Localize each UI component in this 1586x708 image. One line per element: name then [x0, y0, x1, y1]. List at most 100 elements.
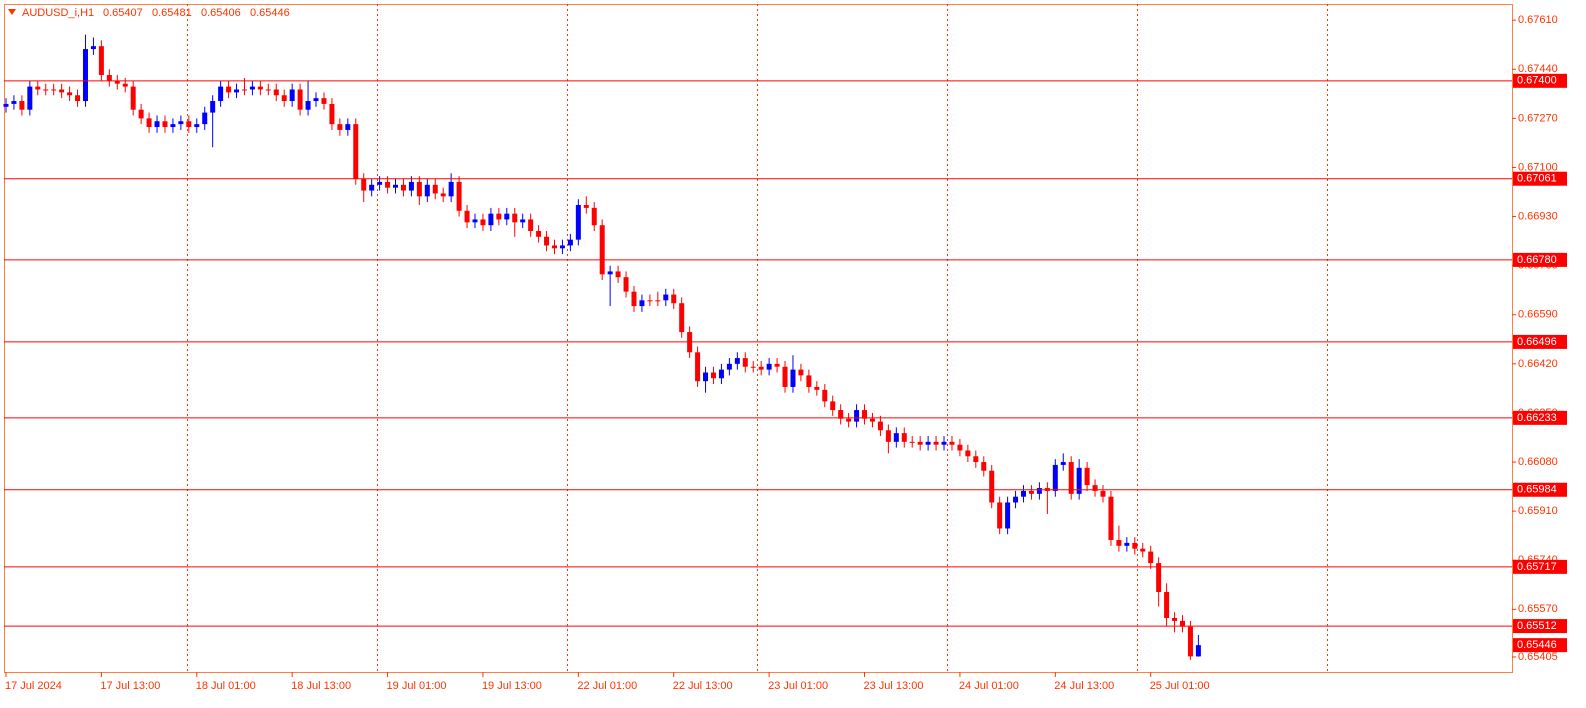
- candle-body: [1195, 645, 1201, 657]
- candle-body: [202, 112, 208, 125]
- candle-body: [623, 277, 629, 292]
- candle-body: [989, 470, 995, 503]
- candle-body: [313, 98, 319, 102]
- candle-body: [59, 89, 65, 93]
- candle-body: [98, 46, 104, 76]
- candle-body: [917, 441, 923, 445]
- candle-body: [941, 441, 947, 445]
- candle-body: [67, 92, 73, 96]
- y-tick-label: 0.67100: [1518, 161, 1558, 173]
- candle-body: [194, 124, 200, 128]
- candle-body: [337, 124, 343, 130]
- ohlc-close: 0.65446: [250, 7, 290, 19]
- x-tick-label: 24 Jul 13:00: [1054, 680, 1114, 692]
- y-tick-label: 0.65570: [1518, 603, 1558, 615]
- candle-body: [536, 230, 542, 237]
- candle-body: [1092, 485, 1098, 491]
- candle-body: [1132, 542, 1138, 549]
- last-price-label: 0.65446: [1517, 639, 1557, 651]
- candle-body: [377, 181, 383, 185]
- candle-body: [559, 245, 565, 249]
- y-tick-label: 0.66420: [1518, 358, 1558, 370]
- y-tick-label: 0.66930: [1518, 210, 1558, 222]
- candle-body: [138, 109, 144, 119]
- x-tick-label: 17 Jul 13:00: [100, 680, 160, 692]
- collapse-arrow[interactable]: [8, 9, 16, 15]
- y-tick-label: 0.66590: [1518, 309, 1558, 321]
- candle-body: [1172, 617, 1178, 621]
- candle-body: [170, 124, 176, 128]
- candle-body: [567, 239, 573, 246]
- x-tick-label: 23 Jul 13:00: [864, 680, 924, 692]
- candle-body: [520, 219, 526, 223]
- last-price-box: [1513, 638, 1567, 653]
- candle-body: [551, 245, 557, 249]
- candle-body: [1164, 592, 1170, 618]
- candle-body: [408, 181, 414, 191]
- candle-body: [1052, 464, 1058, 491]
- candle-body: [862, 410, 868, 419]
- candle-body: [273, 89, 279, 96]
- candle-body: [1124, 542, 1130, 546]
- x-tick-label: 23 Jul 01:00: [768, 680, 828, 692]
- candle-body: [583, 205, 589, 208]
- candle-body: [456, 181, 462, 211]
- candle-body: [440, 193, 446, 197]
- candle-body: [901, 433, 907, 442]
- candle-body: [639, 300, 645, 307]
- candle-body: [957, 444, 963, 451]
- candle-body: [1005, 502, 1011, 529]
- candle-body: [3, 103, 9, 107]
- candle-body: [1013, 496, 1019, 503]
- candle-body: [1021, 490, 1027, 497]
- candle-body: [671, 294, 677, 304]
- candle-body: [710, 372, 716, 379]
- x-tick-label: 22 Jul 13:00: [673, 680, 733, 692]
- x-tick-label: 17 Jul 2024: [5, 680, 62, 692]
- candle-body: [885, 430, 891, 442]
- candle-body: [575, 205, 581, 240]
- candle-body: [965, 450, 971, 457]
- ohlc-high: 0.65481: [152, 7, 192, 19]
- x-tick-label: 19 Jul 01:00: [387, 680, 447, 692]
- y-tick-label: 0.65910: [1518, 505, 1558, 517]
- candle-body: [1187, 626, 1193, 657]
- candle-body: [607, 271, 613, 275]
- candle-body: [265, 89, 271, 91]
- candle-body: [973, 456, 979, 463]
- level-label-box: [1513, 410, 1567, 425]
- candle-body: [385, 181, 391, 188]
- candle-body: [51, 89, 57, 91]
- candle-body: [893, 433, 899, 442]
- candle-body: [1068, 462, 1074, 494]
- candle-body: [43, 89, 49, 91]
- candle-body: [19, 101, 25, 110]
- x-tick-label: 19 Jul 13:00: [482, 680, 542, 692]
- candle-body: [329, 103, 335, 125]
- candle-body: [75, 95, 81, 102]
- candle-body: [615, 271, 621, 278]
- candle-body: [750, 366, 756, 368]
- candle-body: [130, 86, 136, 110]
- y-tick-label: 0.67610: [1518, 14, 1558, 26]
- level-label: 0.65984: [1517, 484, 1557, 496]
- candle-body: [226, 86, 232, 93]
- candle-body: [1156, 563, 1162, 593]
- candle-body: [353, 124, 359, 180]
- x-tick-label: 22 Jul 01:00: [577, 680, 637, 692]
- candle-body: [726, 363, 732, 370]
- y-tick-label: 0.66080: [1518, 456, 1558, 468]
- candle-body: [1076, 467, 1082, 494]
- level-label-box: [1513, 559, 1567, 574]
- candle-body: [774, 363, 780, 367]
- candle-body: [528, 219, 534, 231]
- candle-body: [1148, 551, 1154, 564]
- candle-body: [1100, 490, 1106, 497]
- candle-body: [416, 181, 422, 197]
- candle-body: [655, 300, 661, 302]
- candle-body: [393, 184, 399, 188]
- candle-body: [695, 352, 701, 382]
- candle-body: [234, 89, 240, 93]
- candle-body: [1179, 620, 1185, 627]
